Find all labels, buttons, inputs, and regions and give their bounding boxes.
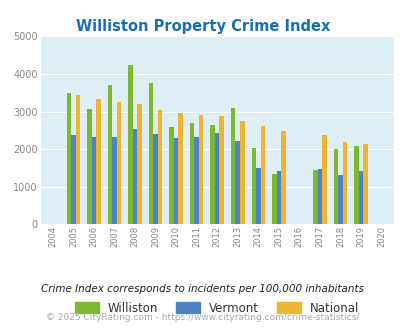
- Text: Williston Property Crime Index: Williston Property Crime Index: [76, 19, 329, 34]
- Bar: [333, 149, 337, 224]
- Bar: [137, 104, 141, 224]
- Bar: [337, 176, 342, 224]
- Bar: [87, 109, 92, 224]
- Bar: [75, 95, 80, 224]
- Bar: [92, 138, 96, 224]
- Bar: [312, 170, 317, 224]
- Bar: [107, 85, 112, 224]
- Bar: [276, 171, 280, 224]
- Bar: [112, 137, 117, 224]
- Bar: [158, 110, 162, 224]
- Bar: [362, 144, 367, 224]
- Bar: [210, 125, 214, 224]
- Bar: [353, 146, 358, 224]
- Bar: [251, 148, 256, 224]
- Bar: [271, 174, 276, 224]
- Bar: [173, 138, 178, 224]
- Bar: [96, 99, 100, 224]
- Bar: [117, 102, 121, 224]
- Bar: [198, 115, 203, 224]
- Bar: [256, 168, 260, 224]
- Bar: [235, 141, 239, 224]
- Bar: [214, 133, 219, 224]
- Bar: [132, 129, 137, 224]
- Bar: [358, 171, 362, 224]
- Text: © 2025 CityRating.com - https://www.cityrating.com/crime-statistics/: © 2025 CityRating.com - https://www.city…: [46, 313, 359, 322]
- Bar: [153, 134, 158, 224]
- Bar: [230, 108, 235, 224]
- Bar: [128, 65, 132, 224]
- Bar: [149, 83, 153, 224]
- Text: Crime Index corresponds to incidents per 100,000 inhabitants: Crime Index corresponds to incidents per…: [41, 284, 364, 294]
- Bar: [178, 114, 183, 224]
- Bar: [280, 131, 285, 224]
- Bar: [260, 126, 264, 224]
- Bar: [190, 123, 194, 224]
- Legend: Williston, Vermont, National: Williston, Vermont, National: [75, 302, 358, 315]
- Bar: [169, 127, 173, 224]
- Bar: [317, 170, 321, 224]
- Bar: [71, 135, 75, 224]
- Bar: [194, 138, 198, 224]
- Bar: [342, 142, 346, 224]
- Bar: [219, 116, 224, 224]
- Bar: [321, 135, 326, 224]
- Bar: [239, 120, 244, 224]
- Bar: [66, 93, 71, 224]
